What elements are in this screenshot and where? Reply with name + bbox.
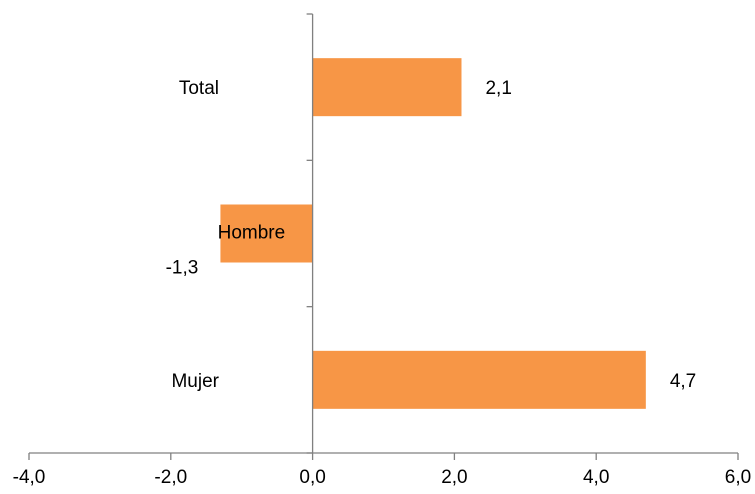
bar-mujer [312,350,646,409]
x-tick-label: 6,0 [725,467,751,488]
x-tick-label: 0,0 [299,467,325,488]
category-label-mujer: Mujer [171,371,219,392]
category-label-total: Total [179,78,219,99]
bars-group [220,58,646,409]
data-label: -1,3 [166,258,199,279]
x-tick-label: -2,0 [154,467,187,488]
x-tick-label: 2,0 [441,467,467,488]
bar-hombre [220,204,313,263]
bar-total [312,58,462,117]
category-label-hombre: Hombre [218,223,286,244]
axes-group [28,13,739,460]
data-label: 4,7 [670,371,696,392]
x-tick-label: -4,0 [13,467,46,488]
data-label: 2,1 [485,78,511,99]
labels-group: -4,0 -2,0 0,0 2,0 4,0 6,0 Total Hombre Mujer 2,1 -… [13,78,752,488]
x-tick-label: 4,0 [583,467,609,488]
